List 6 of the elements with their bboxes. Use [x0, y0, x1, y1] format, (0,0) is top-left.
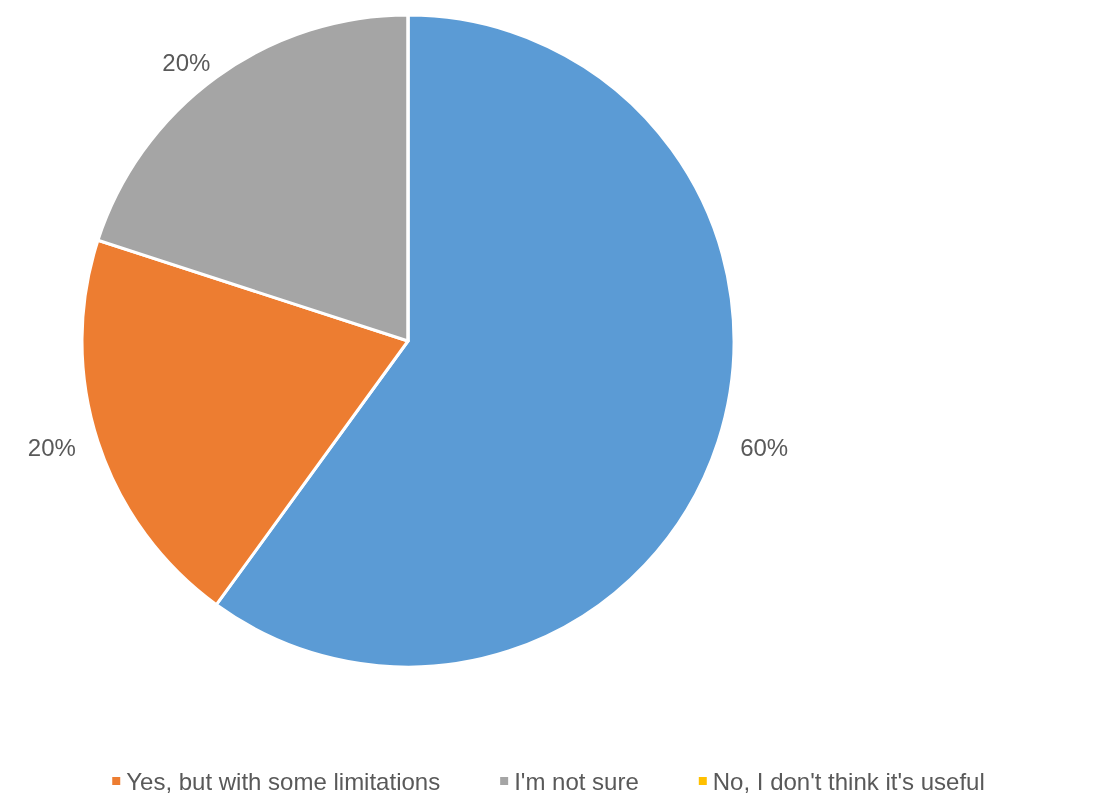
data-label: 20%: [27, 433, 76, 461]
legend-label: Yes, but with some limitations: [126, 767, 441, 795]
data-label: 60%: [740, 433, 789, 461]
legend-label: No, I don't think it's useful: [712, 767, 985, 795]
legend-label: I'm not sure: [514, 767, 639, 795]
data-label: 20%: [162, 49, 211, 77]
